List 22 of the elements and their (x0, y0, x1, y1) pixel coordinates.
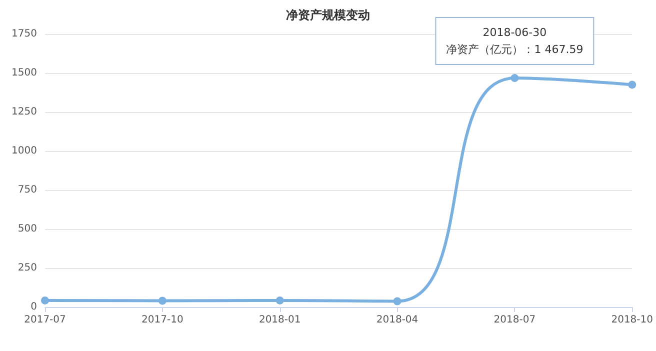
annotation: 2018-06-30 净资产（亿元）：1 467.59 (446, 26, 584, 56)
point (158, 296, 166, 305)
x-tick-label: 2018-04 (376, 314, 418, 326)
y-tick-label: 1000 (12, 146, 37, 156)
x-tick-label: 2018-07 (494, 314, 536, 326)
y-tick-label: 0 (30, 302, 37, 312)
chart-title: 净资产规模变动 (286, 8, 370, 22)
x-tick-label: 2017-10 (142, 314, 184, 326)
x-tick-label: 2018-10 (611, 314, 654, 326)
point (510, 74, 519, 82)
point (41, 296, 49, 304)
x-tick-label: 2017-07 (24, 314, 66, 326)
y-tick-label: 1750 (12, 28, 37, 40)
point (276, 296, 284, 304)
x-tick-label: 2018-01 (258, 314, 301, 326)
y-tick-label: 500 (18, 224, 37, 234)
y-tick-label: 250 (18, 262, 37, 274)
point (628, 80, 636, 89)
y-tick-label: 1250 (12, 106, 37, 118)
y-tick-label: 1500 (12, 68, 37, 78)
y-tick-label: 750 (18, 184, 37, 196)
point (393, 297, 402, 306)
